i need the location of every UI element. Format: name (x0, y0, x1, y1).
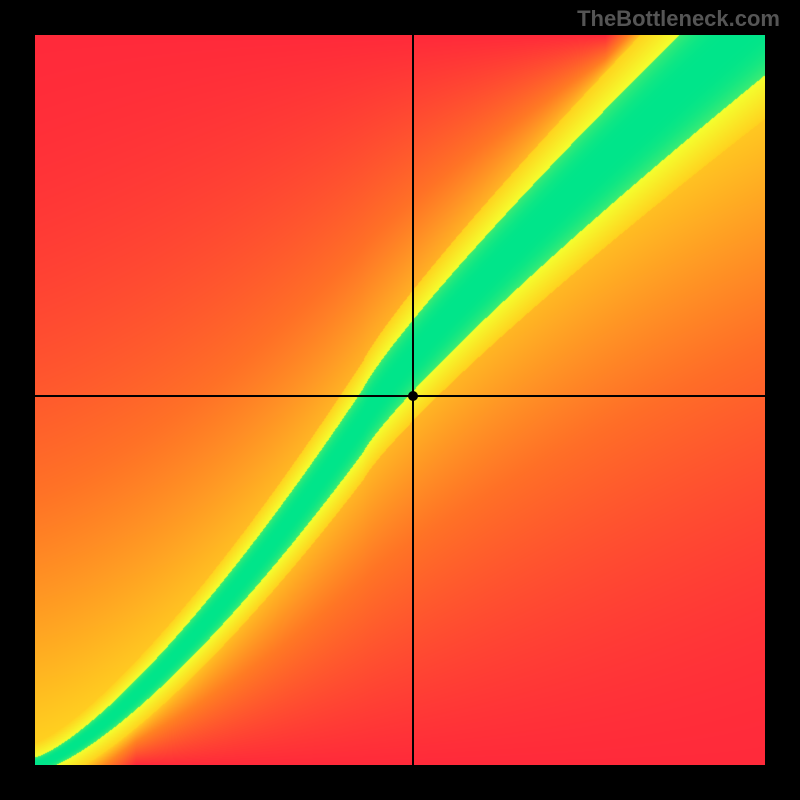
heatmap-canvas (35, 35, 765, 765)
chart-container: TheBottleneck.com (0, 0, 800, 800)
watermark-text: TheBottleneck.com (577, 6, 780, 32)
crosshair-horizontal (35, 395, 765, 397)
crosshair-dot (408, 391, 418, 401)
heatmap-plot (35, 35, 765, 765)
